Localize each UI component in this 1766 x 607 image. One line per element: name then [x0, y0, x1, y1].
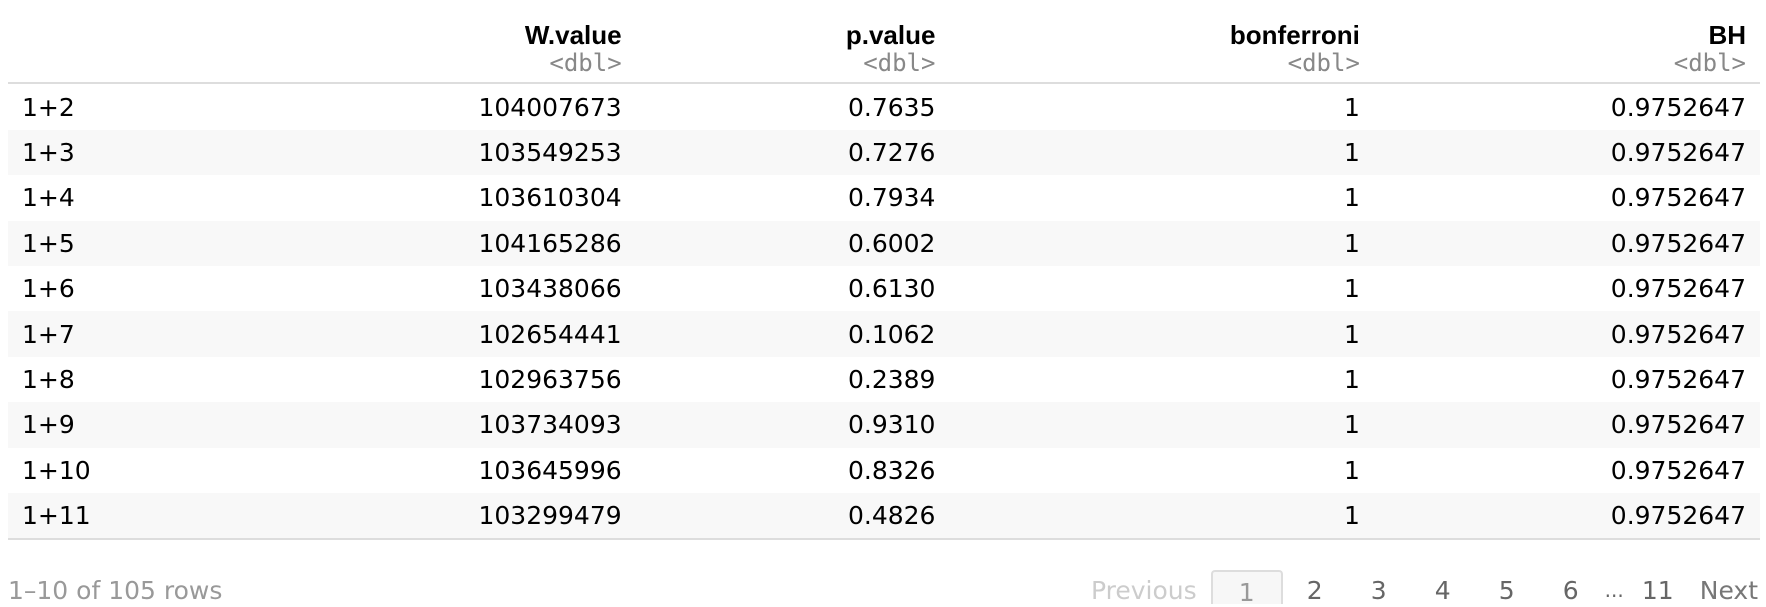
column-name: W.value: [524, 20, 622, 50]
cell-p-value: 0.7934: [847, 183, 936, 213]
table-footer: 1–10 of 105 rows Previous 1 2 3 4 5 6 ..…: [8, 570, 1760, 607]
cell-w-value: 103299479: [233, 493, 636, 541]
table-row: 1+9 103734093 0.9310 1 0.9752647: [8, 402, 1760, 448]
cell-bonferroni: 1: [1344, 138, 1360, 168]
column-header-p-value[interactable]: p.value <dbl>: [635, 0, 950, 85]
table-row: 1+10 103645996 0.8326 1 0.9752647: [8, 448, 1760, 493]
column-header-bh[interactable]: BH <dbl>: [1373, 0, 1760, 85]
cell-bh: 0.9752647: [1610, 319, 1746, 349]
cell-bh: 0.9752647: [1610, 410, 1746, 440]
cell-p-value: 0.1062: [847, 319, 936, 349]
row-label: 1+7: [22, 319, 75, 349]
cell-bh: 0.9752647: [1373, 493, 1760, 541]
cell-bh: 0.9752647: [1610, 274, 1746, 304]
column-header-bonferroni[interactable]: bonferroni <dbl>: [949, 0, 1374, 85]
cell-bonferroni: 1: [1344, 319, 1360, 349]
cell-p-value: 0.6130: [847, 274, 936, 304]
page-button-5[interactable]: 5: [1498, 576, 1515, 605]
cell-w-value: 103610304: [478, 183, 622, 213]
cell-p-value: 0.9310: [847, 410, 936, 440]
cell-bonferroni: 1: [1344, 410, 1360, 440]
cell-bonferroni: 1: [1344, 274, 1360, 304]
cell-bonferroni: 1: [1344, 228, 1360, 258]
column-header-rownames: [8, 0, 234, 85]
pagination-ellipsis: ...: [1604, 578, 1624, 602]
cell-p-value: 0.4826: [635, 493, 950, 541]
cell-bh: 0.9752647: [1610, 92, 1746, 122]
table-row: 1+8 102963756 0.2389 1 0.9752647: [8, 357, 1760, 402]
cell-bonferroni: 1: [1344, 365, 1360, 395]
table-row: 1+7 102654441 0.1062 1 0.9752647: [8, 311, 1760, 357]
cell-bonferroni: 1: [1344, 92, 1360, 122]
column-type: <dbl>: [549, 49, 622, 78]
cell-p-value: 0.2389: [847, 365, 936, 395]
page-button-11[interactable]: 11: [1641, 576, 1674, 605]
cell-p-value: 0.7635: [847, 92, 936, 122]
row-label: 1+8: [22, 365, 75, 395]
table-row: 1+3 103549253 0.7276 1 0.9752647: [8, 129, 1760, 176]
page-button-4[interactable]: 4: [1434, 576, 1451, 605]
data-frame-viewer: W.value <dbl> p.value <dbl> bonferroni <…: [8, 0, 1760, 541]
row-label: 1+10: [22, 455, 91, 485]
cell-w-value: 103734093: [478, 410, 622, 440]
column-name: p.value: [845, 20, 936, 50]
cell-bonferroni: 1: [949, 493, 1374, 541]
cell-p-value: 0.6002: [847, 228, 936, 258]
cell-w-value: 103645996: [478, 455, 622, 485]
cell-w-value: 104007673: [478, 92, 622, 122]
table-row: 1+6 103438066 0.6130 1 0.9752647: [8, 266, 1760, 311]
cell-bh: 0.9752647: [1610, 228, 1746, 258]
cell-w-value: 102963756: [478, 365, 622, 395]
row-label: 1+2: [22, 92, 75, 122]
cell-w-value: 103438066: [478, 274, 622, 304]
column-type: <dbl>: [1673, 49, 1746, 78]
column-name: BH: [1708, 20, 1746, 50]
table-row: 1+2 104007673 0.7635 1 0.9752647: [8, 83, 1760, 129]
cell-bonferroni: 1: [1344, 183, 1360, 213]
column-type: <dbl>: [863, 49, 936, 78]
cell-w-value: 104165286: [478, 228, 622, 258]
cell-w-value: 102654441: [478, 319, 622, 349]
column-name: bonferroni: [1229, 20, 1360, 50]
row-label: 1+9: [22, 410, 75, 440]
page-button-1[interactable]: 1: [1210, 570, 1283, 607]
row-label: 1+4: [22, 183, 75, 213]
row-label: 1+5: [22, 228, 75, 258]
page-button-2[interactable]: 2: [1306, 576, 1323, 605]
cell-p-value: 0.7276: [847, 138, 936, 168]
column-type: <dbl>: [1287, 49, 1360, 78]
cell-w-value: 103549253: [478, 138, 622, 168]
cell-bh: 0.9752647: [1610, 455, 1746, 485]
previous-page-button[interactable]: Previous: [1091, 576, 1197, 605]
next-page-button[interactable]: Next: [1699, 576, 1758, 605]
row-label: 1+3: [22, 138, 75, 168]
row-label: 1+11: [8, 493, 234, 541]
pagination: Previous 1 2 3 4 5 6 ... 11 Next: [1091, 570, 1758, 607]
table-row: 1+11 103299479 0.4826 1 0.9752647: [8, 493, 1760, 541]
cell-bh: 0.9752647: [1610, 183, 1746, 213]
header-row: W.value <dbl> p.value <dbl> bonferroni <…: [8, 0, 1760, 85]
page-button-3[interactable]: 3: [1370, 576, 1387, 605]
cell-p-value: 0.8326: [847, 455, 936, 485]
table-row: 1+5 104165286 0.6002 1 0.9752647: [8, 220, 1760, 267]
column-header-w-value[interactable]: W.value <dbl>: [233, 0, 636, 85]
row-label: 1+6: [22, 274, 75, 304]
table-row: 1+4 103610304 0.7934 1 0.9752647: [8, 175, 1760, 220]
results-table: W.value <dbl> p.value <dbl> bonferroni <…: [8, 0, 1760, 541]
cell-bh: 0.9752647: [1610, 138, 1746, 168]
page-button-6[interactable]: 6: [1562, 576, 1579, 605]
row-count-label: 1–10 of 105 rows: [8, 576, 223, 605]
cell-bonferroni: 1: [1344, 455, 1360, 485]
cell-bh: 0.9752647: [1610, 365, 1746, 395]
